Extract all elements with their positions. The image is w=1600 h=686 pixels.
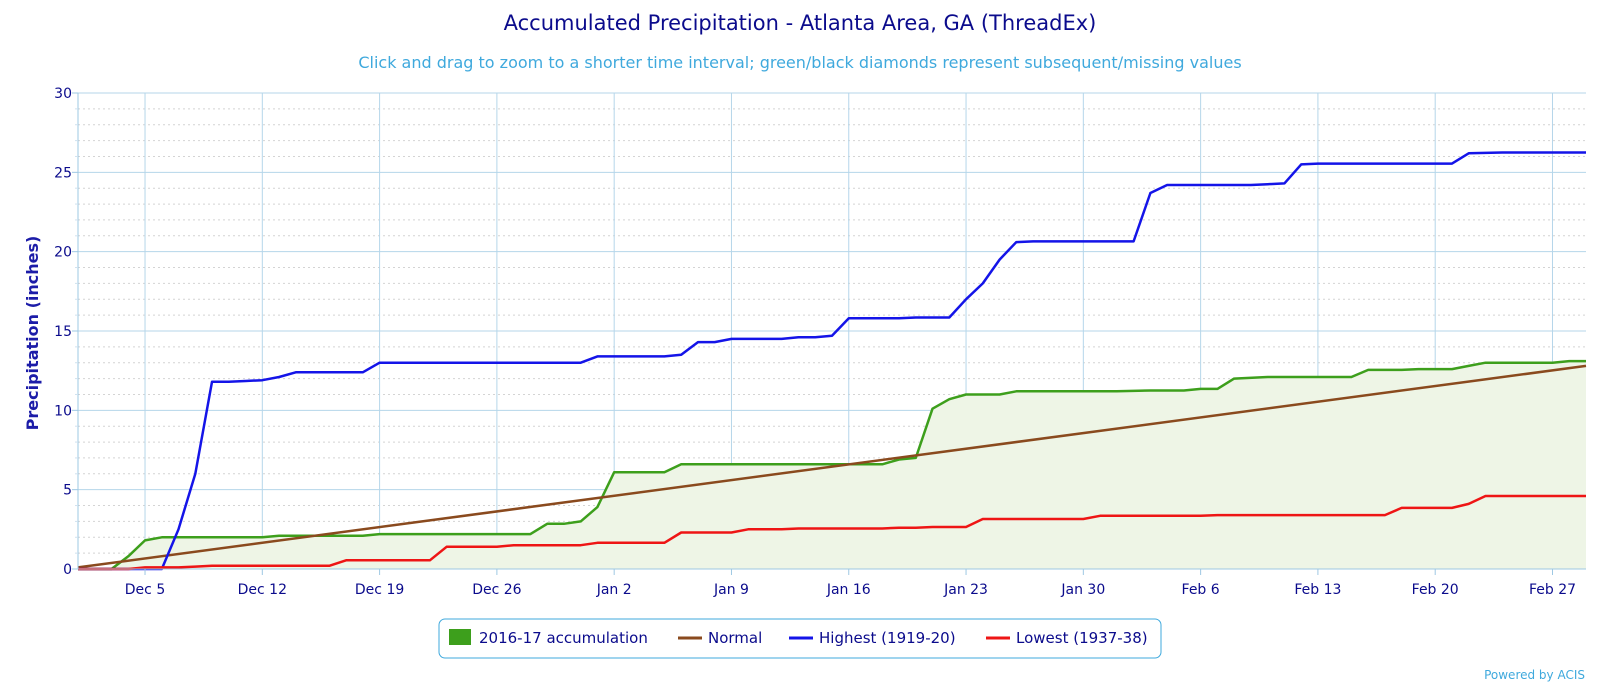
chart-subtitle: Click and drag to zoom to a shorter time… xyxy=(358,53,1241,72)
x-tick-label: Jan 30 xyxy=(1060,582,1105,598)
x-tick-label: Feb 13 xyxy=(1294,582,1341,598)
x-tick-label: Jan 23 xyxy=(943,582,988,598)
legend-item-normal[interactable]: Normal xyxy=(678,629,762,647)
series-line-highest[interactable] xyxy=(78,151,1586,571)
y-tick-label: 10 xyxy=(54,403,72,419)
x-tick-label: Jan 2 xyxy=(596,582,632,598)
x-tick-label: Jan 16 xyxy=(826,582,871,598)
series-layer[interactable] xyxy=(77,151,1587,571)
y-tick-labels: 0 5 10 15 20 25 30 xyxy=(54,86,72,578)
axes xyxy=(72,92,1586,575)
x-tick-label: Jan 9 xyxy=(713,582,749,598)
x-tick-label: Feb 20 xyxy=(1412,582,1459,598)
legend-label-lowest: Lowest (1937-38) xyxy=(1016,629,1148,647)
y-axis-label: Precipitation (inches) xyxy=(23,236,42,431)
y-tick-label: 0 xyxy=(63,562,72,578)
legend-label-accumulation: 2016-17 accumulation xyxy=(479,629,648,647)
y-tick-label: 30 xyxy=(54,86,72,102)
y-tick-label: 15 xyxy=(54,324,72,340)
legend: 2016-17 accumulation Normal Highest (191… xyxy=(438,618,1162,659)
legend-item-highest[interactable]: Highest (1919-20) xyxy=(789,629,956,647)
powered-by-link[interactable]: Powered by ACIS xyxy=(1484,668,1585,682)
legend-label-highest: Highest (1919-20) xyxy=(819,629,956,647)
series-line-201617[interactable] xyxy=(78,359,1586,571)
legend-item-lowest[interactable]: Lowest (1937-38) xyxy=(986,629,1148,647)
x-tick-labels: Dec 5 Dec 12 Dec 19 Dec 26 Jan 2 Jan 9 Jan 16 J… xyxy=(125,582,1576,598)
legend-item-accumulation[interactable]: 2016-17 accumulation xyxy=(449,629,648,647)
series-line-lowest[interactable] xyxy=(78,494,1586,571)
x-tick-label: Dec 26 xyxy=(472,582,521,598)
x-tick-label: Dec 19 xyxy=(355,582,404,598)
legend-swatch-accumulation xyxy=(449,629,471,645)
x-tick-label: Feb 6 xyxy=(1182,582,1220,598)
x-tick-label: Dec 12 xyxy=(238,582,287,598)
chart-title: Accumulated Precipitation - Atlanta Area… xyxy=(504,11,1097,35)
x-tick-label: Feb 27 xyxy=(1529,582,1576,598)
y-tick-label: 25 xyxy=(54,165,72,181)
legend-label-normal: Normal xyxy=(708,629,762,647)
x-tick-label: Dec 5 xyxy=(125,582,165,598)
y-tick-label: 20 xyxy=(54,245,72,261)
y-tick-label: 5 xyxy=(63,483,72,499)
series-line-normal[interactable] xyxy=(77,364,1587,569)
